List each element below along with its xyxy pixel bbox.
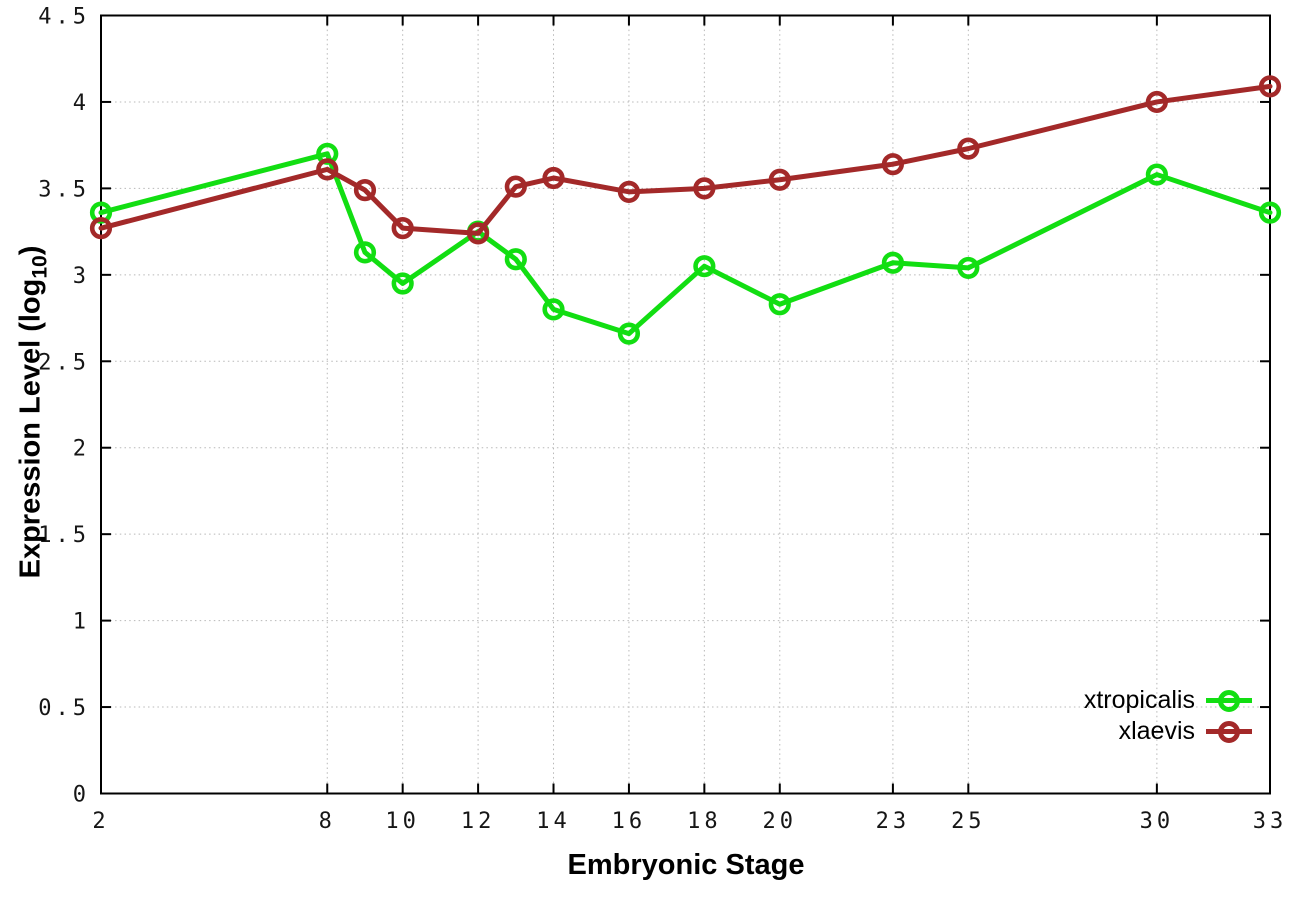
y-axis-title: Expression Level (log10)	[14, 245, 52, 579]
data-point-xtropicalis	[391, 272, 414, 295]
x-tick-label: 25	[951, 809, 986, 834]
legend-label-xlaevis: xlaevis	[1118, 717, 1195, 745]
data-point-xtropicalis	[957, 256, 980, 280]
y-tick-label: 0	[73, 783, 90, 808]
legend-circle-icon	[1218, 689, 1240, 712]
data-point-xlaevis	[617, 180, 641, 203]
plot-border	[100, 14, 1271, 795]
x-tick-label: 30	[1140, 809, 1175, 834]
y-tick-label: 3.5	[38, 177, 90, 202]
y-axis-title-text: Expression Level (log	[14, 278, 47, 579]
legend-item-xtropicalis: xtropicalis	[1084, 685, 1252, 716]
x-tick-label: 18	[687, 809, 722, 834]
data-point-xlaevis	[542, 166, 565, 190]
data-point-xtropicalis	[504, 248, 527, 271]
data-point-xlaevis	[466, 222, 490, 245]
data-point-xlaevis	[316, 158, 339, 181]
y-axis-title-subscript: 10	[28, 255, 52, 279]
data-point-xtropicalis	[881, 251, 905, 274]
y-tick-label: 3	[73, 264, 90, 289]
data-point-xlaevis	[1145, 90, 1168, 114]
data-point-xtropicalis	[768, 293, 791, 316]
data-point-xlaevis	[504, 175, 527, 198]
x-tick-label: 20	[763, 809, 798, 834]
data-point-xlaevis	[957, 137, 980, 160]
x-tick-label: 16	[612, 809, 647, 834]
data-point-xtropicalis	[1258, 201, 1282, 224]
y-axis-title-close: )	[14, 245, 47, 256]
x-tick-label: 8	[319, 809, 336, 834]
y-tick-label: 2.5	[38, 350, 90, 375]
x-tick-label: 10	[385, 809, 420, 834]
data-point-xtropicalis	[617, 322, 641, 345]
y-tick-label: 0.5	[38, 696, 90, 721]
legend-marker-xtropicalis	[1206, 689, 1252, 712]
data-point-xlaevis	[89, 217, 113, 240]
y-tick-label: 4.5	[38, 5, 90, 30]
legend: xtropicalis xlaevis	[1084, 685, 1252, 747]
data-point-xlaevis	[693, 177, 716, 200]
x-tick-label: 33	[1253, 809, 1288, 834]
legend-marker-xlaevis	[1206, 720, 1252, 743]
legend-item-xlaevis: xlaevis	[1084, 716, 1252, 747]
data-point-xlaevis	[1258, 75, 1282, 98]
series-line-xlaevis	[98, 83, 1273, 236]
x-tick-label: 23	[876, 809, 911, 834]
data-point-xtropicalis	[542, 298, 565, 321]
data-point-xlaevis	[353, 179, 377, 202]
x-axis-title: Embryonic Stage	[567, 849, 805, 881]
data-point-xtropicalis	[693, 255, 716, 278]
y-tick-label: 2	[73, 437, 90, 462]
y-tick-label: 1	[73, 610, 90, 635]
data-point-xtropicalis	[1145, 163, 1168, 186]
x-tick-label: 2	[92, 809, 109, 834]
data-point-xlaevis	[881, 153, 905, 176]
x-tick-label: 12	[461, 809, 496, 834]
data-point-xlaevis	[768, 168, 791, 191]
y-tick-label: 4	[73, 91, 90, 116]
data-point-xlaevis	[391, 217, 414, 240]
x-tick-label: 14	[536, 809, 571, 834]
legend-label-xtropicalis: xtropicalis	[1083, 686, 1195, 714]
data-point-xtropicalis	[353, 241, 377, 264]
y-tick-label: 1.5	[38, 523, 90, 548]
legend-circle-icon	[1218, 720, 1240, 743]
